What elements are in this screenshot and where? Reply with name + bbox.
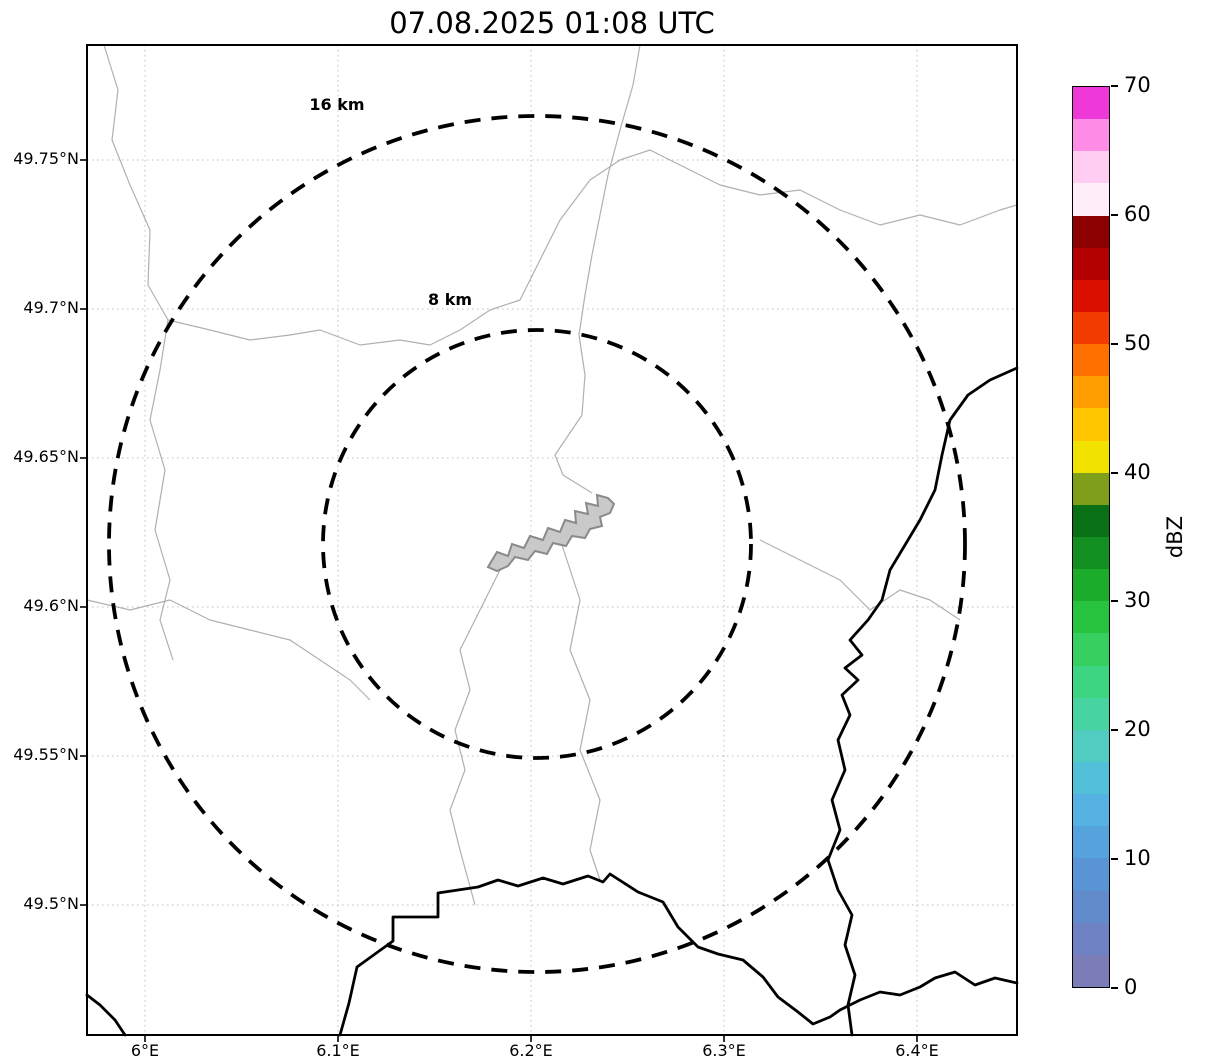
y-tick-label: 49.5°N <box>23 894 79 913</box>
city-polygon <box>486 493 616 573</box>
colorbar-tick-mark <box>1111 858 1118 861</box>
colorbar-segment <box>1073 344 1109 377</box>
colorbar-segment <box>1073 569 1109 602</box>
colorbar-segment <box>1073 215 1109 248</box>
colorbar-segment <box>1073 954 1109 987</box>
colorbar-segment <box>1073 890 1109 923</box>
colorbar-tick-label: 0 <box>1124 975 1138 999</box>
colorbar-segment <box>1073 794 1109 827</box>
colorbar-segment <box>1073 247 1109 280</box>
x-tick-label: 6.2°E <box>509 1041 553 1060</box>
axis-tick-marks <box>80 159 918 1042</box>
colorbar-segment <box>1073 697 1109 730</box>
range-ring-label-16km: 16 km <box>309 95 365 114</box>
colorbar-segment <box>1073 504 1109 538</box>
colorbar-segment <box>1073 601 1109 634</box>
colorbar-tick-label: 40 <box>1124 459 1151 484</box>
colorbar-segment <box>1073 151 1109 184</box>
range-ring-16km <box>107 114 967 974</box>
colorbar-tick-mark <box>1111 987 1118 989</box>
plot-title: 07.08.2025 01:08 UTC <box>389 6 715 40</box>
y-tick-label: 49.65°N <box>13 447 79 466</box>
colorbar-tick-label: 70 <box>1124 73 1151 97</box>
boundary-lines-thin <box>86 44 1018 906</box>
colorbar-segment <box>1073 119 1109 152</box>
colorbar-tick-label: 60 <box>1124 201 1151 226</box>
colorbar-tick-mark <box>1111 729 1118 732</box>
colorbar-segment <box>1073 762 1109 795</box>
colorbar-axis-label: dBZ <box>1163 515 1187 559</box>
colorbar-segment <box>1073 922 1109 955</box>
colorbar-segment <box>1073 729 1109 763</box>
colorbar-segment <box>1073 376 1109 409</box>
x-tick-label: 6°E <box>130 1041 160 1060</box>
colorbar-segment <box>1073 279 1109 313</box>
x-tick-label: 6.4°E <box>895 1041 939 1060</box>
colorbar-segment <box>1073 440 1109 473</box>
y-tick-label: 49.75°N <box>13 149 79 168</box>
colorbar-tick-mark <box>1111 471 1118 474</box>
map-frame <box>86 44 1018 1036</box>
y-tick-label: 49.55°N <box>13 745 79 764</box>
colorbar-tick-mark <box>1111 213 1118 216</box>
colorbar-segment <box>1073 472 1109 505</box>
colorbar-tick-label: 30 <box>1124 588 1151 613</box>
colorbar-tick-label: 10 <box>1124 846 1151 871</box>
range-ring-8km <box>321 328 753 760</box>
colorbar-segment <box>1073 87 1109 120</box>
colorbar-segment <box>1073 408 1109 441</box>
colorbar-segment <box>1073 537 1109 570</box>
map-canvas <box>80 44 1019 1042</box>
colorbar-tick-label: 50 <box>1124 330 1151 355</box>
colorbar-segment <box>1073 665 1109 698</box>
colorbar-segment <box>1073 183 1109 216</box>
x-tick-label: 6.1°E <box>316 1041 360 1060</box>
y-tick-label: 49.6°N <box>23 596 79 615</box>
colorbar-segment <box>1073 826 1109 859</box>
colorbar-segment <box>1073 312 1109 345</box>
colorbar-tick-label: 20 <box>1124 717 1151 742</box>
colorbar-tick-mark <box>1111 342 1118 345</box>
colorbar <box>1072 86 1110 988</box>
colorbar-tick-mark <box>1111 85 1118 87</box>
range-ring-label-8km: 8 km <box>427 290 472 309</box>
colorbar-segment <box>1073 858 1109 891</box>
border-lines-thick <box>85 366 1019 1037</box>
colorbar-segment <box>1073 633 1109 666</box>
x-tick-label: 6.3°E <box>702 1041 746 1060</box>
y-tick-label: 49.7°N <box>23 298 79 317</box>
colorbar-tick-mark <box>1111 600 1118 603</box>
